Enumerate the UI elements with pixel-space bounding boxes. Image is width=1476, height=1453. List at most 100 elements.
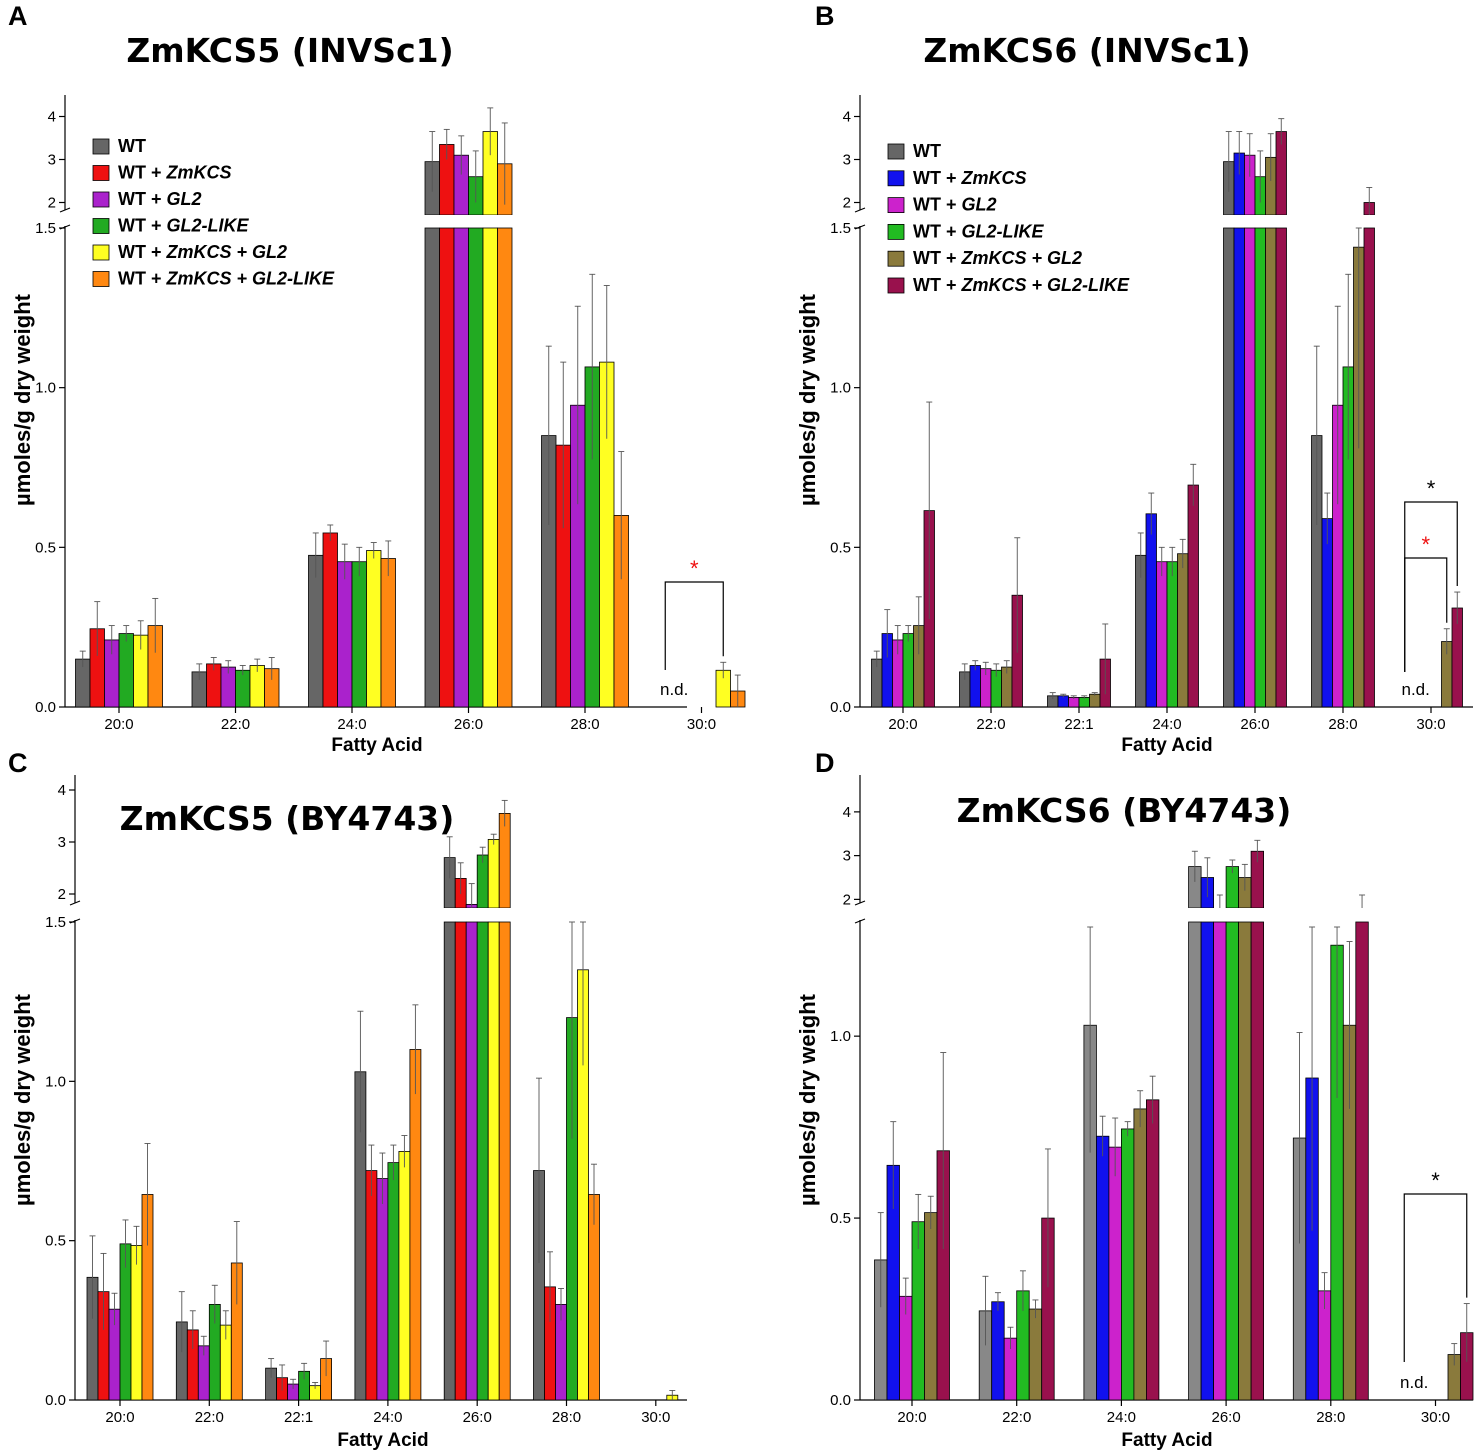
panel-d-break-gap xyxy=(873,908,951,918)
panel-d-bar xyxy=(1108,1146,1122,1401)
panel-d-ytick-label: 1.0 xyxy=(830,1028,851,1045)
panel-d-xtick-label: 30:0 xyxy=(1421,1409,1450,1426)
panel-a-axis-break xyxy=(59,207,71,213)
panel-a-bar xyxy=(351,561,367,708)
panel-b-legend-label: WT + GL2 xyxy=(913,195,997,215)
panel-a-bar xyxy=(424,227,440,708)
panel-b-bar xyxy=(1135,554,1147,708)
panel-a-ytick-label: 4 xyxy=(48,109,56,126)
panel-c-bar xyxy=(476,921,489,1401)
panel-b-legend-swatch xyxy=(887,250,905,267)
panel-b-bar xyxy=(1166,561,1178,708)
panel-a-legend-label: WT + GL2-LIKE xyxy=(118,216,249,236)
panel-c-bar xyxy=(376,1178,389,1401)
panel-d-bar xyxy=(991,1301,1005,1401)
panel-a-legend-prefix: WT + xyxy=(118,189,167,209)
panel-c-ytick-label: 1.5 xyxy=(45,914,66,931)
panel-d-significance-bracket xyxy=(1403,1193,1468,1362)
panel-b-legend-label: WT + ZmKCS xyxy=(913,168,1027,188)
panel-c-ytick-label: 0.0 xyxy=(45,1392,66,1409)
panel-c-xtick-label: 30:0 xyxy=(641,1409,670,1426)
panel-c-break-gap xyxy=(353,908,422,918)
panel-c-ytick-label: 2 xyxy=(58,886,66,903)
panel-c-bar xyxy=(443,921,456,1401)
panel-d-axis-break xyxy=(854,900,866,906)
panel-c-bar xyxy=(387,1162,400,1401)
panel-a-legend-prefix: WT + xyxy=(118,163,167,183)
panel-b-bar xyxy=(1156,561,1168,708)
panel-d-bar xyxy=(1238,921,1252,1401)
panel-b-xtick-label: 28:0 xyxy=(1328,716,1357,733)
panel-a-xtick-label: 28:0 xyxy=(570,716,599,733)
panel-c-break-gap xyxy=(264,908,333,918)
panel-a-xtick-label: 30:0 xyxy=(687,716,716,733)
panel-a-legend-italic: ZmKCS + GL2 xyxy=(166,242,288,262)
panel-b-bar xyxy=(1187,484,1199,708)
panel-b-legend-italic: ZmKCS + GL2 xyxy=(961,248,1083,268)
panel-a-title: ZmKCS5 (INVSc1) xyxy=(126,31,453,70)
panel-b-bar xyxy=(1244,227,1256,708)
panel-a-ytick-label: 1.0 xyxy=(35,380,56,397)
panel-b-break-gap xyxy=(1134,215,1200,225)
panel-b-legend-prefix: WT + xyxy=(913,248,962,268)
panel-d-xlabel: Fatty Acid xyxy=(1121,1430,1212,1451)
panel-d-bar xyxy=(1121,1128,1135,1401)
panel-b-ytick-label: 1.0 xyxy=(830,380,851,397)
panel-c-bar xyxy=(498,921,511,1401)
panel-c-bar xyxy=(588,1194,600,1401)
panel-b-nd-label: n.d. xyxy=(1402,680,1430,699)
panel-d-bar xyxy=(1250,921,1264,1401)
panel-a-legend-label: WT + ZmKCS + GL2-LIKE xyxy=(118,269,335,289)
panel-b-xtick-label: 26:0 xyxy=(1240,716,1269,733)
panel-a-bar xyxy=(453,227,469,708)
panel-b-break-gap xyxy=(1398,215,1464,225)
panel-a-bar xyxy=(468,227,484,708)
panel-d-bar xyxy=(1188,921,1202,1401)
panel-b-legend-swatch xyxy=(887,143,905,160)
panel-d-break-gap xyxy=(978,908,1056,918)
panel-d-nd-label: n.d. xyxy=(1400,1373,1428,1392)
panel-b-legend-prefix: WT xyxy=(913,141,941,161)
panel-b-significance-star: * xyxy=(1427,476,1436,501)
panel-d-break-gap xyxy=(1187,908,1265,918)
panel-c-ytick-label: 0.5 xyxy=(45,1233,66,1250)
panel-c-xtick-label: 22:0 xyxy=(195,1409,224,1426)
panel-d-bar xyxy=(1096,1135,1110,1401)
panel-b-legend-label: WT xyxy=(913,141,941,161)
panel-a-legend-italic: GL2 xyxy=(167,189,202,209)
panel-b-ytick-label: 0.5 xyxy=(830,539,851,556)
panel-b-bar xyxy=(1363,227,1375,708)
panel-a-legend-italic: ZmKCS + GL2-LIKE xyxy=(166,269,336,289)
panel-d-break-gap xyxy=(1082,908,1160,918)
panel-a-break-gap xyxy=(191,215,280,225)
panel-b-bar xyxy=(1057,695,1069,708)
panel-a-legend-label: WT + ZmKCS xyxy=(118,163,232,183)
panel-a-ytick-label: 3 xyxy=(48,152,56,169)
panel-letter-b: B xyxy=(815,1,835,31)
panel-a-legend-prefix: WT + xyxy=(118,269,167,289)
panel-d-ytick-label: 3 xyxy=(843,848,851,865)
panel-b-legend-italic: ZmKCS + GL2-LIKE xyxy=(961,275,1131,295)
panel-a-bar xyxy=(206,663,222,708)
panel-a-ytick-label: 0.0 xyxy=(35,699,56,716)
panel-c-ytick-label: 3 xyxy=(58,834,66,851)
panel-a-xtick-label: 22:0 xyxy=(221,716,250,733)
panel-a-legend-swatch xyxy=(92,165,110,181)
panel-d-significance-star: * xyxy=(1431,1168,1440,1193)
panel-d-ytick-label: 4 xyxy=(843,804,851,821)
panel-b-bar xyxy=(1089,693,1101,708)
panel-b-bar xyxy=(1233,227,1245,708)
panel-a-bar xyxy=(235,669,251,708)
panel-d-xtick-label: 20:0 xyxy=(897,1409,926,1426)
panel-c-bar xyxy=(409,1049,422,1401)
panel-letter-d: D xyxy=(815,748,835,778)
panel-b-bar xyxy=(1321,518,1333,708)
panel-b-legend-swatch xyxy=(887,223,905,240)
panel-d-title: ZmKCS6 (BY4743) xyxy=(957,791,1292,830)
panel-a-legend-italic: GL2-LIKE xyxy=(167,216,250,236)
panel-d-ytick-label: 2 xyxy=(843,891,851,908)
panel-a-bar xyxy=(497,227,513,708)
panel-a-legend-swatch xyxy=(92,244,110,261)
panel-c-break-gap xyxy=(443,908,512,918)
